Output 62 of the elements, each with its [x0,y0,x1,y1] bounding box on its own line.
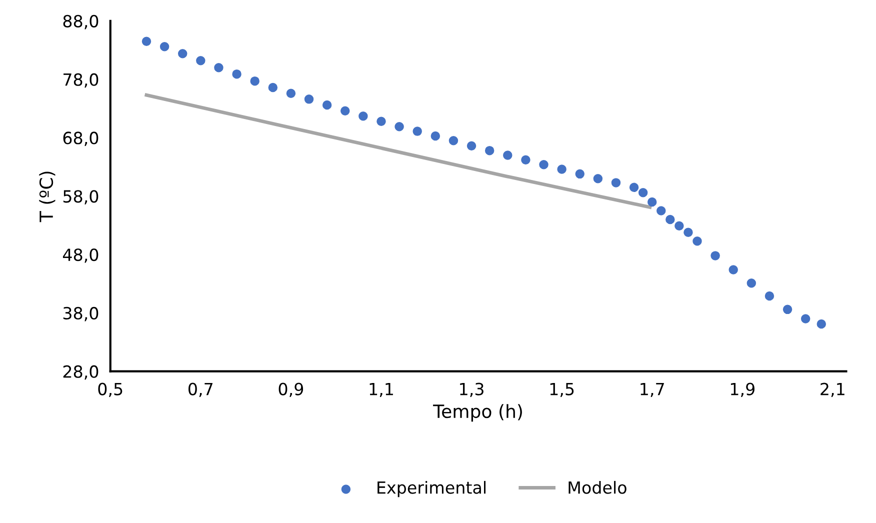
point [358,111,368,121]
y-tick-label: 68,0 [63,132,98,146]
x-tick-label: 1,1 [370,382,393,398]
point [638,188,648,198]
x-tick-label: 0,7 [188,382,212,398]
point [710,251,720,260]
point [800,314,810,324]
point [430,131,440,141]
x-tick-label: 1,3 [460,382,484,398]
x-tick-label: 1,5 [550,382,574,398]
point [394,122,404,132]
y-tick-label: 48,0 [62,248,98,263]
point [593,174,603,184]
point [575,169,584,179]
y-tick-label: 78,0 [64,73,98,88]
point [692,236,702,246]
point [142,36,152,46]
point [656,206,666,216]
y-tick-label: 28,0 [63,365,98,380]
point [764,291,774,301]
point [178,49,188,58]
legend-label: Experimental [378,480,486,498]
y-tick-label: 38,0 [63,306,98,322]
point [503,150,512,160]
point [746,278,756,288]
point [286,88,296,98]
point [412,126,422,136]
point [647,197,657,207]
point [666,214,675,224]
x-tick-label: 1,7 [640,382,664,398]
point [304,94,314,104]
y-tick-label: 58,0 [63,190,98,204]
point [232,69,242,79]
point [816,319,826,329]
x-tick-label: 0,9 [278,382,304,398]
point [782,304,792,314]
point [521,155,530,165]
point [484,146,494,156]
x-tick-label: 2,1 [820,382,844,398]
point [214,63,224,72]
y-tick-label: 88,0 [63,14,98,30]
point [611,178,621,188]
point [160,42,170,52]
point [322,100,332,110]
point [448,136,458,146]
point [728,265,738,274]
point [629,182,639,192]
x-tick-label: 0,5 [98,382,122,398]
y-axis-title: T (ºC) [39,172,56,222]
point [557,164,566,174]
point [539,160,548,170]
point [196,56,206,66]
x-axis-title: Tempo (h) [433,404,522,422]
point [684,228,693,237]
point [674,221,684,231]
point [466,141,476,151]
legend-label: Modelo [568,480,626,494]
point [376,116,386,126]
point [268,82,278,92]
point [250,76,260,86]
point [340,106,350,116]
x-tick-label: 1,9 [730,382,754,398]
